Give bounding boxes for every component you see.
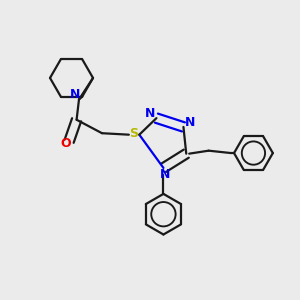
Text: N: N bbox=[145, 107, 155, 120]
Text: S: S bbox=[129, 127, 138, 140]
Text: N: N bbox=[70, 88, 81, 100]
Text: N: N bbox=[160, 168, 170, 181]
Text: N: N bbox=[185, 116, 195, 129]
Text: O: O bbox=[60, 137, 71, 150]
